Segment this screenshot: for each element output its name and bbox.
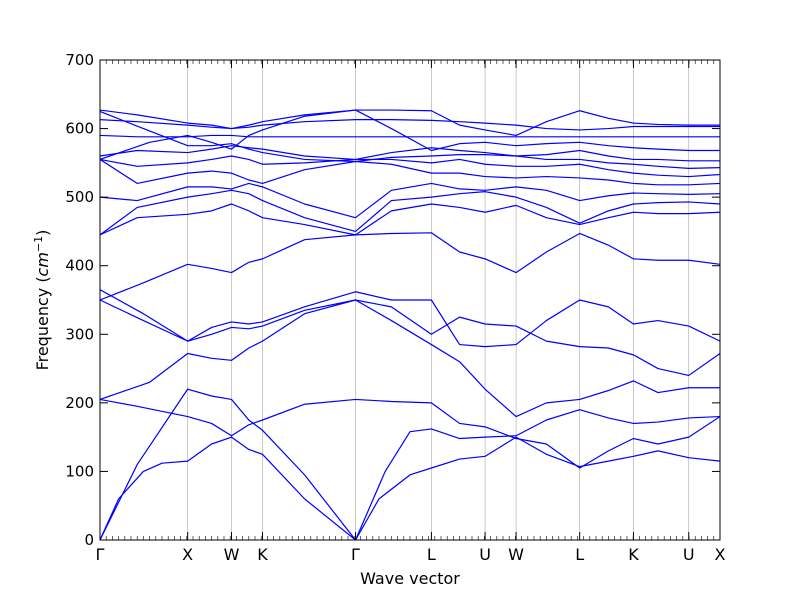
x-tick-label: X [182, 545, 193, 564]
high-symmetry-lines [187, 60, 690, 540]
y-axis-label: Frequency (cm−1) [32, 230, 52, 371]
branch-line-14 [100, 134, 720, 138]
x-tick-label: L [575, 545, 584, 564]
y-tick-label: 600 [65, 120, 94, 138]
x-tick-label: W [224, 545, 240, 564]
y-tick-label: 200 [65, 394, 94, 412]
x-axis-label: Wave vector [360, 569, 460, 588]
x-tick-label: K [628, 545, 639, 564]
y-axis-ticks: 0 100 200 300 400 500 600 700 [65, 51, 720, 549]
branch-line-1 [100, 436, 720, 540]
y-tick-label: 500 [65, 188, 94, 206]
y-tick-label: 100 [65, 462, 94, 480]
x-tick-label: K [257, 545, 268, 564]
branch-line-13 [100, 145, 720, 162]
x-tick-label: U [479, 545, 491, 564]
branch-line-5 [100, 299, 720, 377]
branch-line-7 [100, 232, 720, 301]
branch-line-10 [100, 182, 720, 219]
branch-line-16 [100, 109, 720, 137]
branch-line-9 [100, 189, 720, 236]
branch-line-3 [100, 398, 720, 469]
branch-line-8 [100, 203, 720, 236]
x-tick-label: L [427, 545, 436, 564]
x-tick-label: W [508, 545, 524, 564]
branch-line-4 [100, 299, 720, 418]
y-tick-label: 700 [65, 51, 94, 69]
x-tick-label: Γ [351, 545, 360, 564]
y-tick-label: 400 [65, 257, 94, 275]
dispersion-branches [100, 109, 720, 540]
x-tick-label: U [683, 545, 695, 564]
branch-line-6 [100, 289, 720, 348]
y-tick-label: 0 [84, 531, 94, 549]
x-tick-label: Γ [96, 545, 105, 564]
branch-line-11 [100, 158, 720, 186]
branch-line-12 [100, 155, 720, 178]
y-tick-label: 300 [65, 325, 94, 343]
branch-line-15 [100, 119, 720, 131]
branch-line-18 [100, 110, 720, 169]
x-tick-label: X [715, 545, 726, 564]
branch-line-2 [100, 388, 720, 540]
